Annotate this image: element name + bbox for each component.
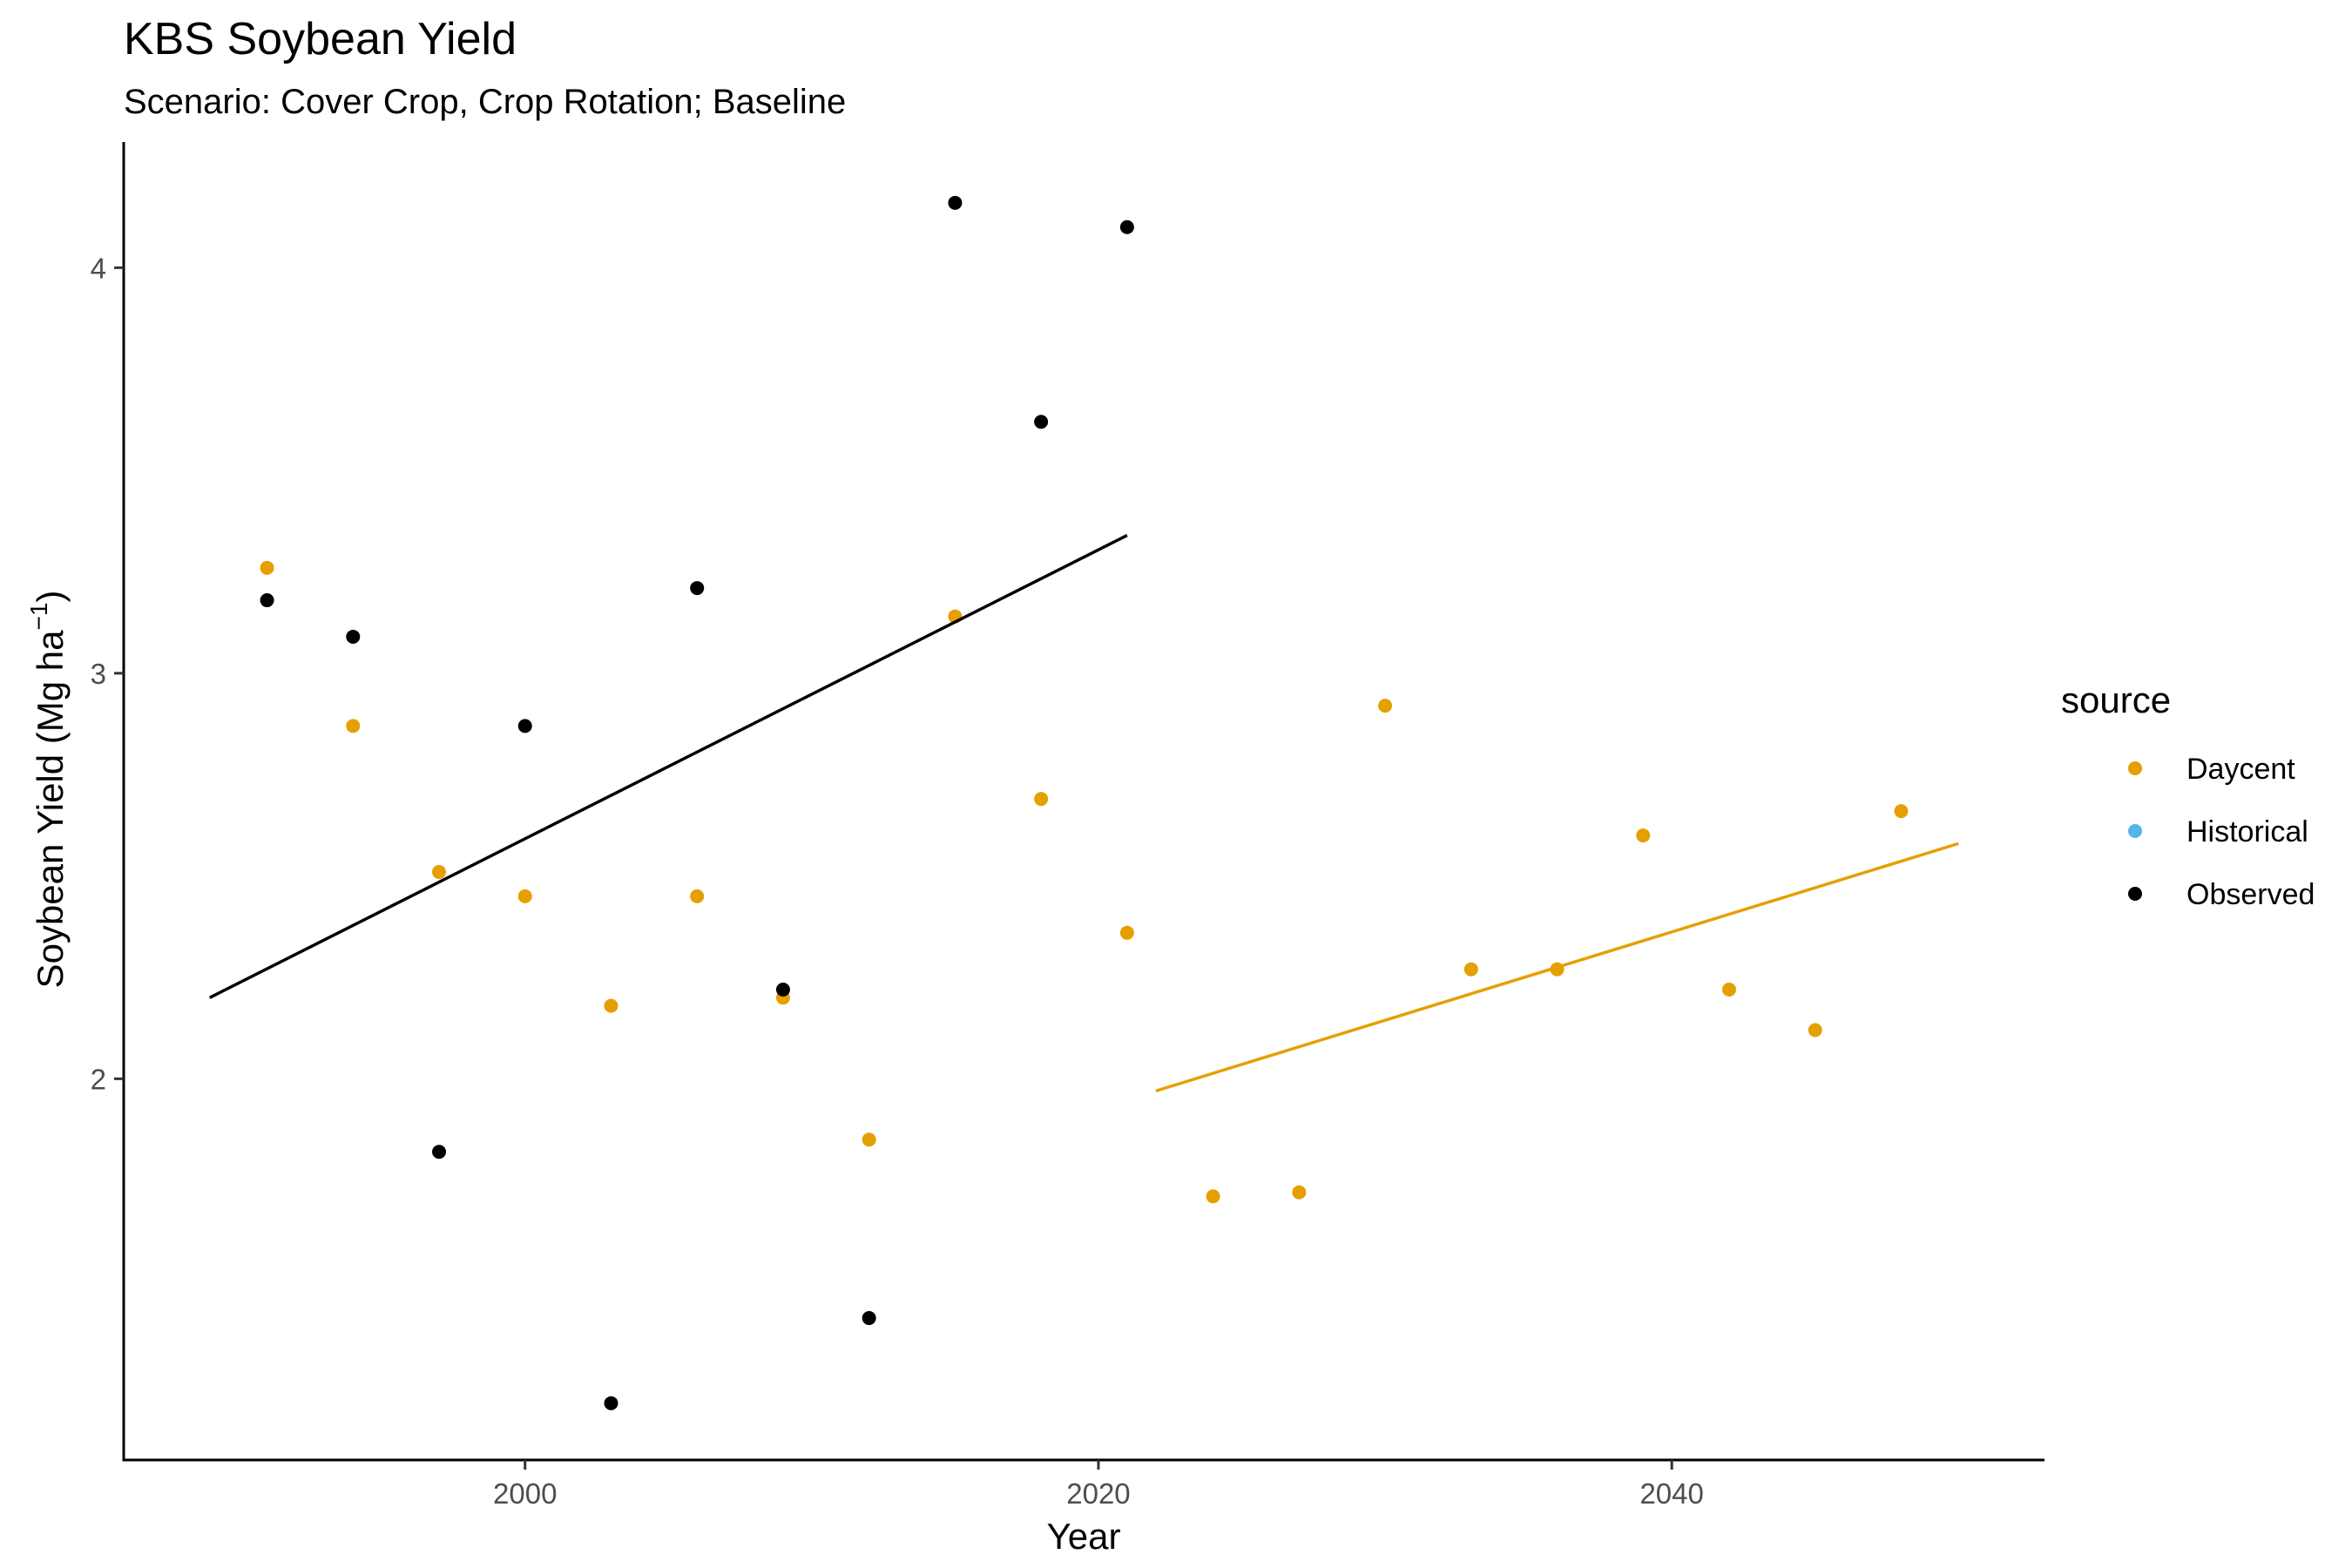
x-tick-label: 2020 [1066, 1477, 1130, 1510]
daycent-point [690, 889, 705, 903]
daycent-point [1292, 1185, 1307, 1200]
chart-subtitle: Scenario: Cover Crop, Crop Rotation; Bas… [124, 83, 846, 121]
y-axis-title-main: Soybean Yield (Mg ha [30, 630, 71, 989]
observed-trend-line [208, 534, 1128, 999]
observed-point [690, 581, 705, 596]
observed-point [862, 1311, 876, 1326]
plot-area [208, 195, 1959, 1410]
legend-key-daycent [2128, 761, 2142, 775]
y-tick-label: 3 [91, 658, 106, 690]
daycent-point [1894, 804, 1909, 819]
legend: source Daycent Historical Observed [2061, 679, 2315, 911]
observed-point [517, 719, 532, 733]
daycent-trend-line [1155, 841, 1959, 1093]
observed-point [948, 195, 963, 210]
chart-title: KBS Soybean Yield [124, 14, 517, 64]
x-tick-label: 2000 [493, 1477, 557, 1510]
legend-label-observed: Observed [2186, 878, 2315, 911]
daycent-point [432, 864, 447, 879]
daycent-point [346, 719, 361, 733]
y-axis-title: Soybean Yield (Mg ha−1) [25, 591, 71, 989]
legend-title: source [2061, 679, 2171, 720]
daycent-point [1378, 699, 1393, 713]
daycent-point [517, 889, 532, 903]
daycent-point [1119, 925, 1134, 940]
daycent-point [1636, 828, 1651, 843]
legend-key-observed [2128, 887, 2142, 901]
observed-point [346, 629, 361, 644]
x-axis-ticks: 2000 2020 2040 [493, 1460, 1704, 1510]
daycent-point [260, 560, 274, 575]
daycent-point [862, 1132, 876, 1147]
x-tick-label: 2040 [1639, 1477, 1703, 1510]
observed-point [260, 593, 274, 608]
y-axis-ticks: 2 3 4 [91, 252, 124, 1095]
y-axis-title-close: ) [30, 591, 71, 603]
legend-label-historical: Historical [2186, 815, 2308, 848]
y-tick-label: 4 [91, 252, 106, 284]
daycent-point [1808, 1023, 1822, 1037]
observed-point [1034, 415, 1049, 429]
daycent-point [1463, 962, 1478, 977]
observed-point [775, 982, 790, 997]
x-axis-title: Year [1047, 1516, 1121, 1557]
y-tick-label: 2 [91, 1063, 106, 1095]
observed-point [1119, 220, 1134, 234]
observed-point [604, 1396, 618, 1410]
legend-key-historical [2128, 824, 2142, 838]
y-axis-title-superscript: −1 [25, 603, 52, 631]
daycent-point [1206, 1189, 1220, 1204]
observed-point [432, 1145, 447, 1159]
legend-label-daycent: Daycent [2186, 753, 2295, 786]
daycent-point [1034, 792, 1049, 807]
daycent-point [604, 998, 618, 1013]
daycent-point [1721, 982, 1736, 997]
